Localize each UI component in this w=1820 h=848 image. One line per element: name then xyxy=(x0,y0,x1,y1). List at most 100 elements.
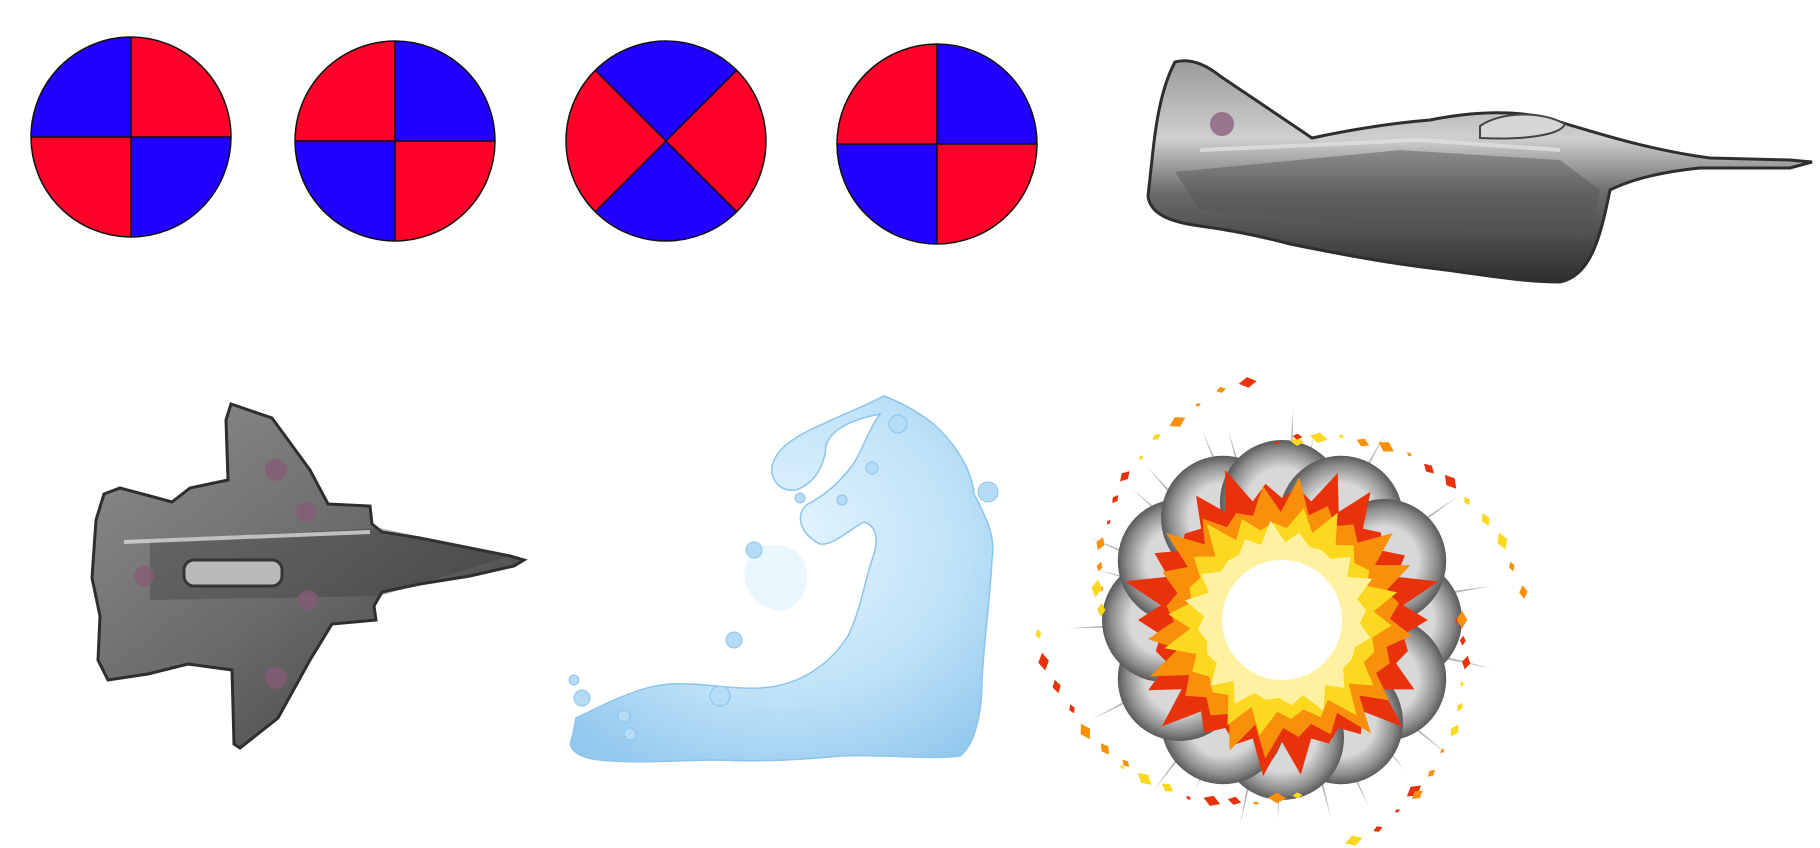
explosion-spark xyxy=(1462,655,1471,670)
jet-side-view-sprite xyxy=(1146,59,1813,284)
explosion-spark xyxy=(1456,610,1468,629)
water-droplet xyxy=(573,689,591,707)
water-droplet xyxy=(745,541,763,559)
explosion-spark xyxy=(1508,561,1515,572)
disc-wedge-left xyxy=(566,70,666,212)
jet-side-wing-shadow xyxy=(1175,150,1600,240)
explosion-spark xyxy=(1464,496,1470,506)
water-droplet xyxy=(865,461,879,475)
explosion-spark xyxy=(1411,790,1423,800)
jet-roundel-icon xyxy=(265,667,287,689)
target-sprite-4 xyxy=(836,43,1038,245)
explosion-spark xyxy=(1373,826,1383,832)
jet-side-fuselage xyxy=(1146,59,1813,284)
explosion-spark xyxy=(1459,635,1466,646)
explosion-spark xyxy=(1356,438,1370,447)
water-splash-body xyxy=(569,395,994,763)
jet-roundel-icon xyxy=(296,502,316,522)
disc-wedge-bottom xyxy=(595,141,737,241)
explosion-spark xyxy=(1378,442,1394,452)
disc-quadrant-top-right xyxy=(131,37,231,137)
target-sprite-3 xyxy=(565,40,767,242)
water-droplet xyxy=(977,481,999,503)
explosion-spark xyxy=(1345,835,1363,846)
jet-side-highlight xyxy=(1199,137,1561,152)
jet-top-highlight xyxy=(123,530,371,544)
explosion-spark xyxy=(1097,602,1106,617)
disc-quadrant-bottom-left xyxy=(31,137,131,237)
disc-wedge-right xyxy=(666,70,766,212)
water-droplet xyxy=(709,685,731,707)
explosion-spark xyxy=(1519,585,1528,599)
explosion-spark xyxy=(1120,471,1130,482)
disc-quadrant-top-left xyxy=(295,41,395,141)
explosion-spark xyxy=(1309,432,1328,443)
explosion-spark xyxy=(1292,433,1303,440)
explosion-spark xyxy=(1038,652,1049,671)
water-droplet xyxy=(725,631,743,649)
explosion-spark xyxy=(1137,772,1152,785)
explosion-sparks xyxy=(1035,377,1528,846)
explosion-spark xyxy=(1481,513,1490,526)
explosion-spark xyxy=(1096,561,1103,572)
explosion-spark xyxy=(1100,743,1110,755)
jet-roundel-icon xyxy=(1210,112,1234,136)
disc-quadrant-bottom-right xyxy=(937,144,1037,244)
disc-quadrant-bottom-right xyxy=(395,141,495,241)
water-droplet xyxy=(888,414,908,434)
jet-top-fuselage-shade xyxy=(150,528,510,600)
explosion-spark xyxy=(1120,764,1125,770)
explosion-spark xyxy=(1252,801,1259,805)
explosion-spark xyxy=(1227,796,1242,805)
explosion-spark xyxy=(1122,759,1130,768)
disc-quadrant-bottom-left xyxy=(837,144,937,244)
explosion-spark xyxy=(1203,795,1221,806)
disc-quadrant-bottom-right xyxy=(131,137,231,237)
explosion-spark xyxy=(1195,403,1201,407)
explosion-spark xyxy=(1169,417,1186,427)
explosion-spark xyxy=(1457,702,1463,712)
explosion-spark xyxy=(1185,796,1192,800)
explosion-spark xyxy=(1290,437,1305,446)
disc-wedge-top xyxy=(595,41,737,141)
explosion-spark xyxy=(1138,455,1144,460)
jet-roundel-icon xyxy=(298,590,318,610)
explosion-spark xyxy=(1096,537,1105,551)
explosion-spark xyxy=(1444,474,1457,489)
explosion-sprite xyxy=(1035,377,1528,846)
explosion-spark xyxy=(1497,532,1508,550)
explosion-spark xyxy=(1440,748,1445,754)
explosion-spark xyxy=(1427,769,1435,777)
jet-side-canopy xyxy=(1479,113,1567,140)
explosion-spark xyxy=(1394,809,1400,813)
target-sprite-2 xyxy=(294,40,496,242)
disc-quadrant-top-right xyxy=(937,44,1037,144)
explosion-spark xyxy=(1112,495,1119,504)
explosion-spark xyxy=(1091,579,1103,598)
water-droplet xyxy=(617,709,631,723)
jet-top-intake xyxy=(182,558,284,588)
disc-quadrant-top-left xyxy=(31,37,131,137)
explosion-spark xyxy=(1406,452,1412,457)
water-droplet xyxy=(794,492,806,504)
explosion-spark xyxy=(1069,704,1075,714)
disc-outline xyxy=(565,40,767,242)
jet-roundel-icon xyxy=(265,459,287,481)
explosion-spark xyxy=(1107,519,1111,525)
explosion-spark xyxy=(1080,723,1091,740)
jet-top-view-sprite xyxy=(90,402,528,750)
explosion-spark xyxy=(1238,377,1257,388)
explosion-spark xyxy=(1052,679,1061,694)
explosion-spark xyxy=(1423,463,1434,474)
disc-quadrant-top-right xyxy=(395,41,495,141)
water-splash-sprite xyxy=(568,395,999,763)
target-sprite-1 xyxy=(30,36,232,238)
explosion-spark xyxy=(1450,724,1459,737)
disc-quadrant-bottom-left xyxy=(295,141,395,241)
explosion-spark xyxy=(1268,792,1287,804)
explosion-spark xyxy=(1161,783,1174,792)
water-splash-crest xyxy=(744,544,808,612)
water-droplet xyxy=(568,674,580,686)
explosion-spark xyxy=(1273,441,1280,445)
explosion-spark xyxy=(1035,629,1042,640)
